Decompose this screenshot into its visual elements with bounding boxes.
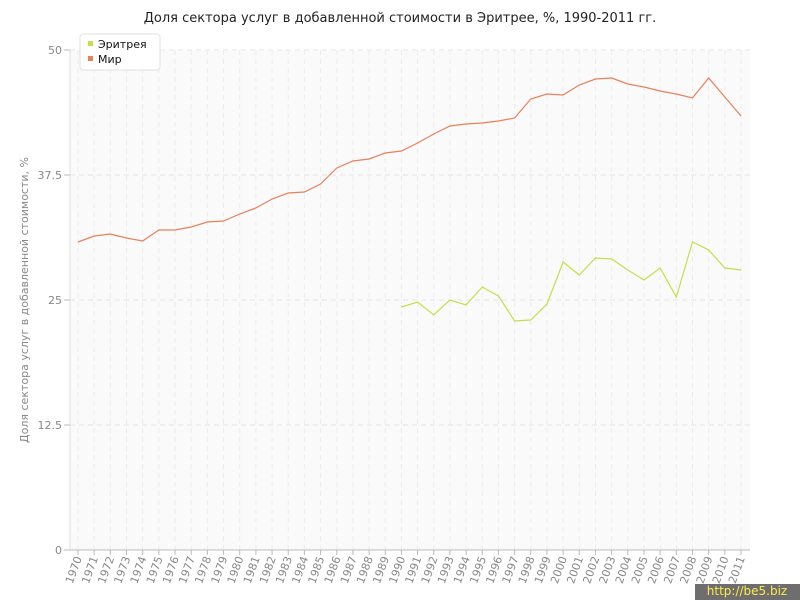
y-tick-label: 0 bbox=[55, 544, 62, 557]
y-tick-label: 37.5 bbox=[38, 169, 63, 182]
y-tick-label: 50 bbox=[48, 44, 62, 57]
y-axis-label: Доля сектора услуг в добавленной стоимос… bbox=[18, 157, 31, 443]
legend-swatch bbox=[88, 41, 93, 46]
legend-box bbox=[79, 33, 161, 71]
legend-label: Мир bbox=[98, 53, 122, 66]
plot-background bbox=[70, 50, 750, 550]
y-tick-label: 25 bbox=[48, 294, 62, 307]
series-line bbox=[401, 241, 742, 322]
y-tick-label: 12.5 bbox=[38, 419, 63, 432]
legend-label: Эритрея bbox=[98, 38, 147, 51]
series-line bbox=[77, 77, 742, 243]
watermark: http://be5.biz bbox=[707, 584, 787, 598]
legend-swatch bbox=[88, 56, 93, 61]
chart-title: Доля сектора услуг в добавленной стоимос… bbox=[144, 11, 657, 26]
watermark-bg bbox=[695, 584, 800, 600]
